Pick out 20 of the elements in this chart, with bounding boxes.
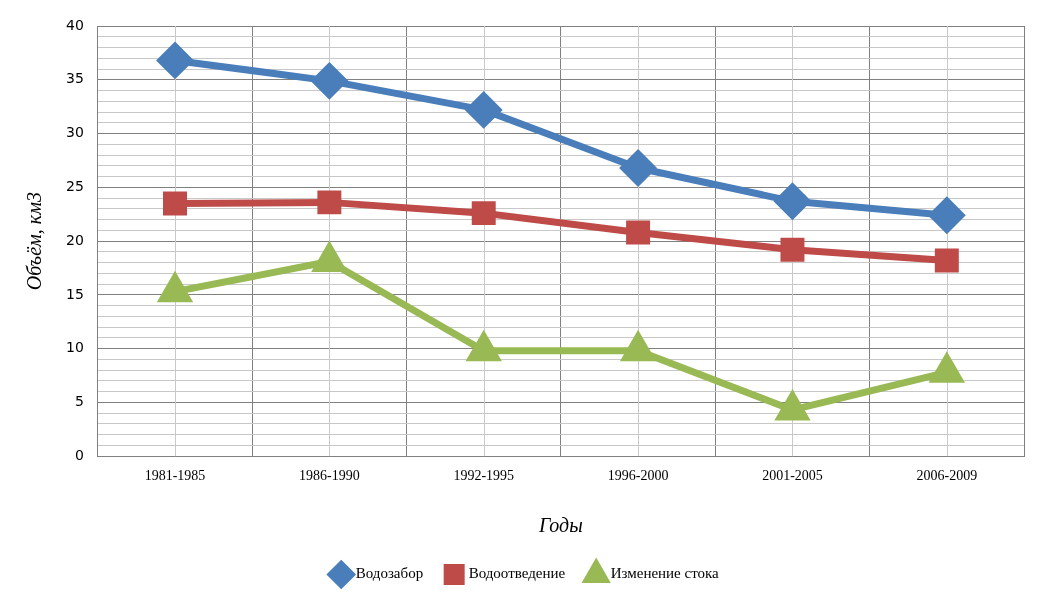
legend-label: Водоотведение [468, 565, 566, 582]
x-tick-label: 1981-1985 [144, 468, 206, 484]
x-tick-label: 2006-2009 [916, 468, 978, 484]
y-tick-label: 15 [65, 285, 84, 302]
x-tick-label: 2001-2005 [762, 468, 823, 484]
y-tick-label: 40 [65, 16, 84, 33]
y-tick-label: 30 [65, 124, 84, 141]
x-axis-title: Годы [538, 514, 583, 537]
y-tick-label: 20 [65, 231, 84, 248]
y-tick-label: 25 [65, 177, 84, 194]
y-tick-label: 35 [65, 70, 84, 87]
y-tick-label: 0 [74, 446, 84, 463]
x-tick-label: 1986-1990 [299, 468, 360, 484]
legend-label: Водозабор [355, 565, 424, 582]
y-axis-title: Объём, км3 [23, 192, 46, 291]
legend-label: Изменение стока [610, 565, 720, 582]
x-tick-label: 1996-2000 [607, 468, 669, 484]
y-tick-label: 5 [74, 393, 84, 410]
y-tick-label: 10 [65, 339, 84, 356]
x-tick-label: 1992-1995 [453, 468, 515, 484]
